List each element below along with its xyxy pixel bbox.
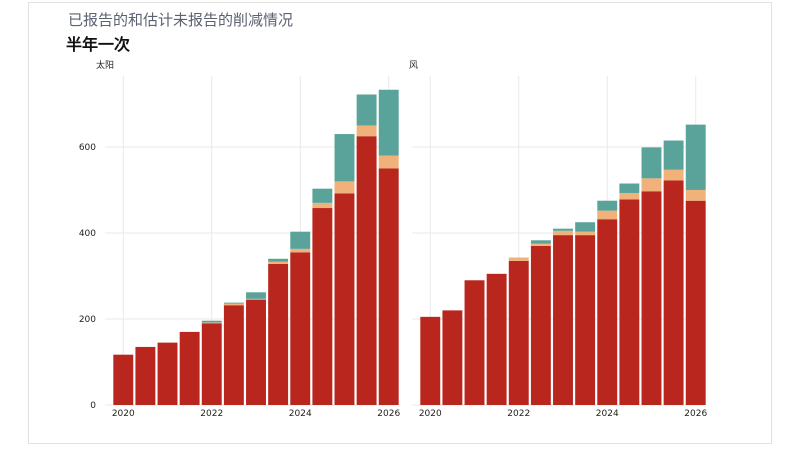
panel-2-bar-reported	[619, 199, 640, 405]
panel-2-bar-teal	[619, 183, 640, 193]
panel-2-label: 风	[409, 60, 418, 71]
panel-1-bar-reported	[334, 193, 355, 405]
panel-1-bar-light	[246, 298, 266, 300]
panel-1-bar-reported	[356, 136, 377, 405]
panel-1-bar-teal	[223, 302, 244, 304]
panel-1-bar-teal	[312, 188, 333, 203]
panel-1-bar-teal	[356, 94, 377, 126]
panel-2-bar-light	[619, 192, 640, 200]
panel-2-x-tick-label: 2022	[507, 409, 530, 419]
panel-1-y-tick-label: 400	[79, 229, 96, 239]
panel-1-bar-reported	[378, 168, 399, 405]
panel-2-bar-reported	[553, 235, 573, 405]
panel-1-x-tick-label: 2026	[377, 409, 400, 419]
panel-2-bar-teal	[575, 222, 596, 232]
panel-2-bar-teal	[685, 124, 706, 190]
panel-2-bar-teal	[530, 240, 551, 244]
panel-2-bar-teal	[663, 140, 684, 170]
panel-1-bar-teal	[268, 258, 289, 262]
panel-2-bar-teal	[597, 200, 618, 211]
chart-title: 已报告的和估计未报告的削减情况	[68, 11, 294, 29]
panel-2-bar-light	[508, 257, 529, 261]
panel-1-bar-light	[334, 181, 355, 194]
panel-2-bar-reported	[486, 273, 507, 405]
panel-2-bar-light	[663, 169, 684, 181]
panel-2-bar-reported	[663, 180, 684, 405]
panel-1-bar-light	[223, 303, 244, 306]
panel-1-bar-reported	[312, 208, 333, 405]
panel-2-bar-teal	[641, 147, 662, 179]
panel-1-bar-reported	[157, 342, 178, 405]
panel-2-bar-light	[530, 243, 551, 246]
panel-1-y-tick-label: 200	[79, 315, 96, 325]
panel-2-bar-reported	[442, 310, 463, 405]
panel-1-x-tick-label: 2022	[200, 409, 223, 419]
panel-2-bar-reported	[464, 280, 485, 405]
panel-2-bar-reported	[575, 235, 596, 405]
panel-2-bar-reported	[508, 260, 529, 405]
panel-2-bar-light	[685, 189, 706, 201]
panel-1-bar-reported	[290, 252, 311, 405]
panel-1-x-tick-label: 2024	[289, 409, 312, 419]
panel-1-bar-light	[356, 125, 377, 137]
panel-1-bar-reported	[223, 305, 244, 405]
panel-1-bar-light	[290, 248, 311, 253]
panel-2-x-tick-label: 2020	[419, 409, 442, 419]
panel-1-bar-reported	[268, 263, 289, 405]
panel-2-bar-reported	[641, 191, 662, 405]
panel-1-bar-light	[378, 155, 399, 169]
panel-1-bar-teal	[246, 292, 266, 299]
panel-1-bar-teal	[334, 134, 355, 182]
panel-1-bar-reported	[179, 331, 200, 405]
panel-1-x-tick-label: 2020	[112, 409, 135, 419]
panel-1-bar-teal	[378, 89, 399, 156]
panel-2-bar-reported	[685, 200, 706, 405]
panel-1-bar-reported	[246, 299, 266, 405]
panel-1-bar-reported	[201, 323, 222, 405]
panel-1-label: 太阳	[96, 59, 114, 71]
panel-1-bar-light	[201, 322, 222, 324]
panel-2-bar-reported	[597, 219, 618, 405]
panel-2-bar-light	[641, 178, 662, 192]
panel-1-y-tick-label: 0	[90, 401, 96, 411]
panel-1-bar-light	[268, 261, 289, 264]
panel-2-bar-teal	[553, 228, 573, 231]
panel-1-bar-reported	[135, 346, 156, 405]
panel-2-x-tick-label: 2024	[596, 409, 619, 419]
panel-2-bar-light	[597, 210, 618, 220]
panel-1-y-tick-label: 600	[79, 143, 96, 153]
panel-1-bar-teal	[290, 231, 311, 249]
panel-2-x-tick-label: 2026	[684, 409, 707, 419]
panel-2-bar-light	[575, 231, 596, 236]
chart-subtitle: 半年一次	[66, 35, 131, 54]
panel-2-bar-reported	[420, 316, 441, 405]
panel-1-bar-reported	[113, 354, 134, 405]
panel-2-bar-reported	[530, 245, 551, 405]
panel-1-bar-teal	[201, 320, 222, 323]
panel-2-bar-light	[553, 230, 573, 236]
panel-1-bar-light	[312, 202, 333, 209]
